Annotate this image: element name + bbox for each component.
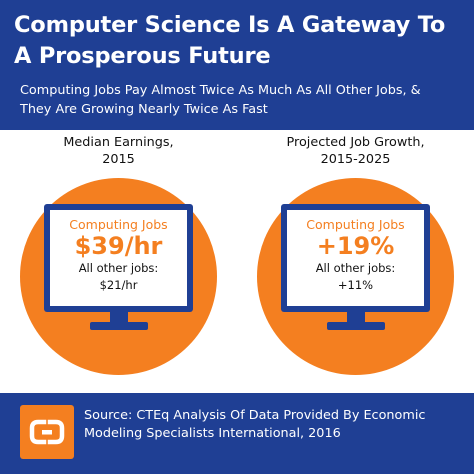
other-jobs-label: All other jobs: (78, 261, 159, 275)
earnings-panel: Median Earnings, 2015 Computing Jobs $39… (0, 134, 237, 389)
code-org-logo-icon (20, 405, 74, 459)
earnings-label: Median Earnings, 2015 (0, 134, 237, 168)
category-label: Computing Jobs (306, 217, 405, 232)
subtitle-line-1: Computing Jobs Pay Almost Twice As Much … (20, 83, 421, 98)
other-jobs-value: +11% (337, 278, 374, 292)
title-line-2: A Prosperous Future (14, 43, 271, 69)
code-logo-glyph (29, 419, 65, 445)
growth-panel: Projected Job Growth, 2015-2025 Computin… (237, 134, 474, 389)
header-banner: Computer Science Is A Gateway To A Prosp… (0, 0, 474, 130)
monitor-icon: Computing Jobs $39/hr All other jobs: $2… (44, 204, 193, 312)
category-label: Computing Jobs (69, 217, 168, 232)
source-citation: Source: CTEq Analysis Of Data Provided B… (84, 407, 464, 443)
growth-label-line-1: Projected Job Growth, (286, 135, 425, 150)
monitor-icon: Computing Jobs +19% All other jobs: +11% (281, 204, 430, 312)
footer-banner: Source: CTEq Analysis Of Data Provided B… (0, 393, 474, 474)
other-jobs-value: $21/hr (99, 278, 138, 292)
title-line-1: Computer Science Is A Gateway To (14, 12, 446, 38)
monitor-stand-base (90, 322, 148, 330)
earnings-label-line-1: Median Earnings, (63, 135, 174, 150)
monitor-screen: Computing Jobs $39/hr All other jobs: $2… (50, 210, 187, 306)
growth-label: Projected Job Growth, 2015-2025 (237, 134, 474, 168)
other-jobs-label: All other jobs: (315, 261, 396, 275)
subtitle-line-2: They Are Growing Nearly Twice As Fast (20, 102, 268, 117)
monitor-screen: Computing Jobs +19% All other jobs: +11% (287, 210, 424, 306)
growth-label-line-2: 2015-2025 (320, 152, 391, 167)
earnings-label-line-2: 2015 (102, 152, 135, 167)
growth-value: +19% (316, 232, 395, 260)
page-title: Computer Science Is A Gateway To A Prosp… (14, 10, 464, 72)
monitor-stand-neck (110, 312, 128, 324)
monitor-stand-neck (347, 312, 365, 324)
monitor-stand-base (327, 322, 385, 330)
source-line-1: Source: CTEq Analysis Of Data Provided B… (84, 408, 426, 423)
earnings-value: $39/hr (74, 232, 163, 260)
source-line-2: Modeling Specialists International, 2016 (84, 426, 341, 441)
subtitle: Computing Jobs Pay Almost Twice As Much … (20, 81, 466, 119)
